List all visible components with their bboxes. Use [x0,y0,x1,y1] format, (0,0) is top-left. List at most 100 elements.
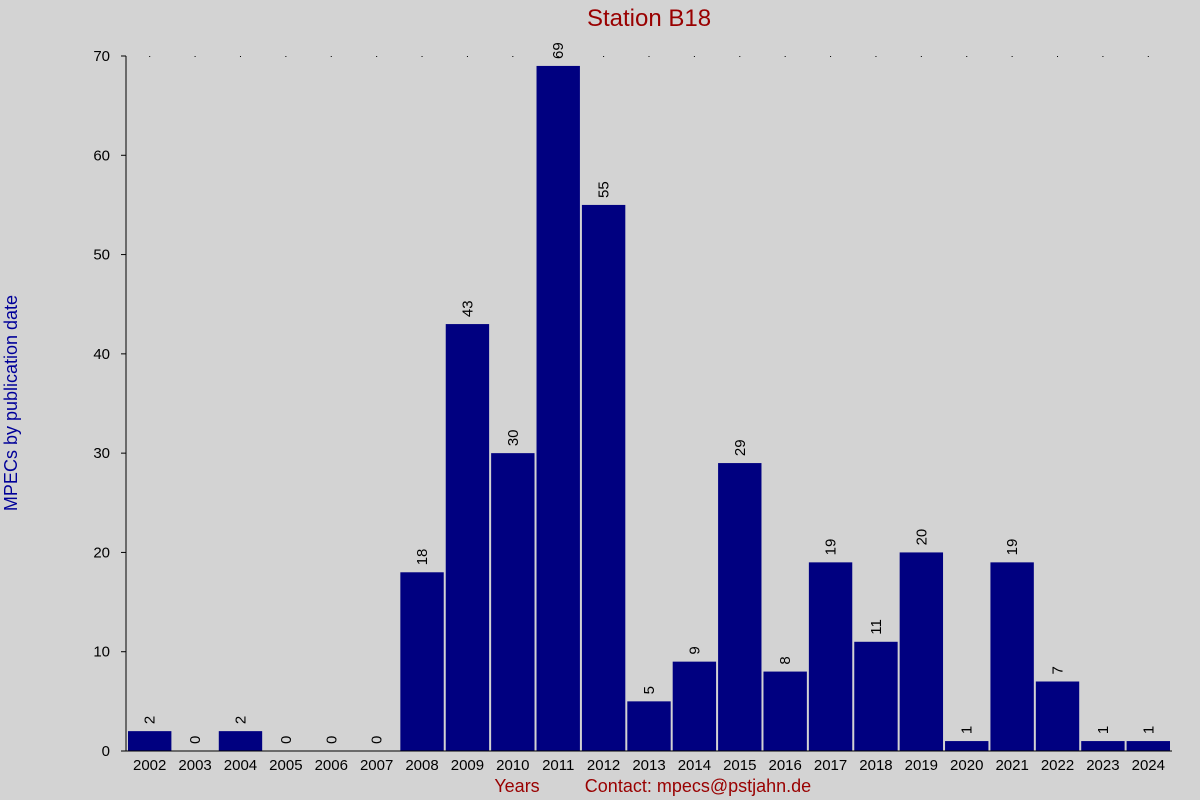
grid-dot [557,56,559,57]
bar-2010 [491,453,535,751]
x-tick-label: 2017 [814,757,847,774]
bar-value-label: 69 [550,42,567,59]
grid-dot [739,56,741,57]
bar-2019 [899,552,944,751]
bar-2011 [536,65,580,751]
bar-value-label: 1 [1140,726,1157,734]
bar-2002 [128,731,172,751]
x-tick-label: 2020 [950,757,983,774]
bar-value-label: 2 [232,716,249,724]
bar-2022 [1035,681,1080,751]
grid-dot [330,56,332,57]
x-tick-label: 2005 [269,757,302,774]
bar-value-label: 18 [414,549,431,566]
chart-title: Station B18 [587,5,711,32]
bar-value-label: 0 [323,736,340,744]
bar-value-label: 9 [686,646,703,654]
x-tick-label: 2006 [315,757,348,774]
bar-2012 [581,204,626,751]
bar-2021 [990,562,1034,751]
bar-value-label: 0 [278,736,295,744]
bar-2014 [672,661,717,751]
grid-dot [693,56,695,57]
x-tick-label: 2015 [723,757,756,774]
bar-2018 [854,641,898,751]
grid-dot [830,56,832,57]
x-tick-label: 2012 [587,757,620,774]
x-tick-label: 2013 [632,757,665,774]
contact-text: Contact: mpecs@pstjahn.de [585,776,811,796]
bar-2015 [718,463,762,751]
x-tick-label: 2018 [859,757,892,774]
x-tick-label: 2021 [995,757,1028,774]
bar-value-label: 30 [505,429,522,446]
bar-value-label: 29 [732,439,749,456]
x-tick-label: 2009 [451,757,484,774]
grid-dot [512,56,514,57]
x-tick-labels: 2002 2003 2004 2005 2006 2007 2008 2009 2010 2011… [133,757,1165,774]
grid-dot [285,56,287,57]
bar-value-label: 0 [187,736,204,744]
grid-dot [920,56,922,57]
bar-value-label: 5 [641,686,658,694]
grid-dot [239,56,241,57]
x-tick-label: 2022 [1041,757,1074,774]
y-axis-label: MPECs by publication date [1,295,21,511]
grid-dot [966,56,968,57]
grid-dot [466,56,468,57]
bar-value-label: 20 [913,529,930,546]
bars-group [128,65,1170,751]
grid-dots [149,56,1149,57]
x-tick-label: 2010 [496,757,529,774]
x-tick-label: 2007 [360,757,393,774]
grid-dot [149,56,151,57]
grid-dot [1102,56,1104,57]
x-tick-label: 2008 [405,757,438,774]
bar-2013 [627,701,671,751]
bar-value-label: 8 [777,656,794,664]
bar-2009 [445,324,490,751]
x-tick-label: 2002 [133,757,166,774]
bar-2016 [763,671,807,751]
grid-dot [603,56,605,57]
x-tick-label: 2024 [1132,757,1165,774]
x-tick-label: 2011 [542,757,574,774]
bar-2004 [218,731,263,751]
grid-dot [1057,56,1059,57]
x-tick-label: 2016 [768,757,801,774]
x-tick-label: 2004 [224,757,257,774]
bar-value-label: 19 [823,539,840,556]
x-axis-label: Years [494,776,539,796]
y-tick-label: 50 [93,247,110,264]
bar-value-label: 1 [959,726,976,734]
grid-dot [784,56,786,57]
grid-dot [194,56,196,57]
grid-dot [1147,56,1149,57]
x-tick-label: 2023 [1086,757,1119,774]
y-tick-label: 40 [93,346,110,363]
bar-value-label: 11 [868,619,885,635]
y-tick-label: 10 [93,644,110,661]
x-tick-label: 2014 [678,757,711,774]
y-tick-label: 30 [93,445,110,462]
grid-dot [648,56,650,57]
y-tick-label: 70 [93,48,110,65]
bar-value-label: 2 [142,716,159,724]
y-tick-labels: 0 10 20 30 40 50 60 70 [93,48,126,760]
bar-2023 [1081,741,1125,751]
bar-2017 [808,562,853,751]
y-tick-label: 20 [93,544,110,561]
x-tick-label: 2019 [905,757,938,774]
bar-value-label: 43 [459,300,476,317]
grid-dot [376,56,378,57]
grid-dot [1011,56,1013,57]
grid-dot [421,56,423,57]
bar-2008 [400,572,444,751]
bar-2024 [1126,741,1170,751]
bar-value-label: 55 [596,181,613,198]
y-tick-label: 60 [93,147,110,164]
bar-value-label: 7 [1050,666,1067,674]
x-tick-label: 2003 [178,757,211,774]
